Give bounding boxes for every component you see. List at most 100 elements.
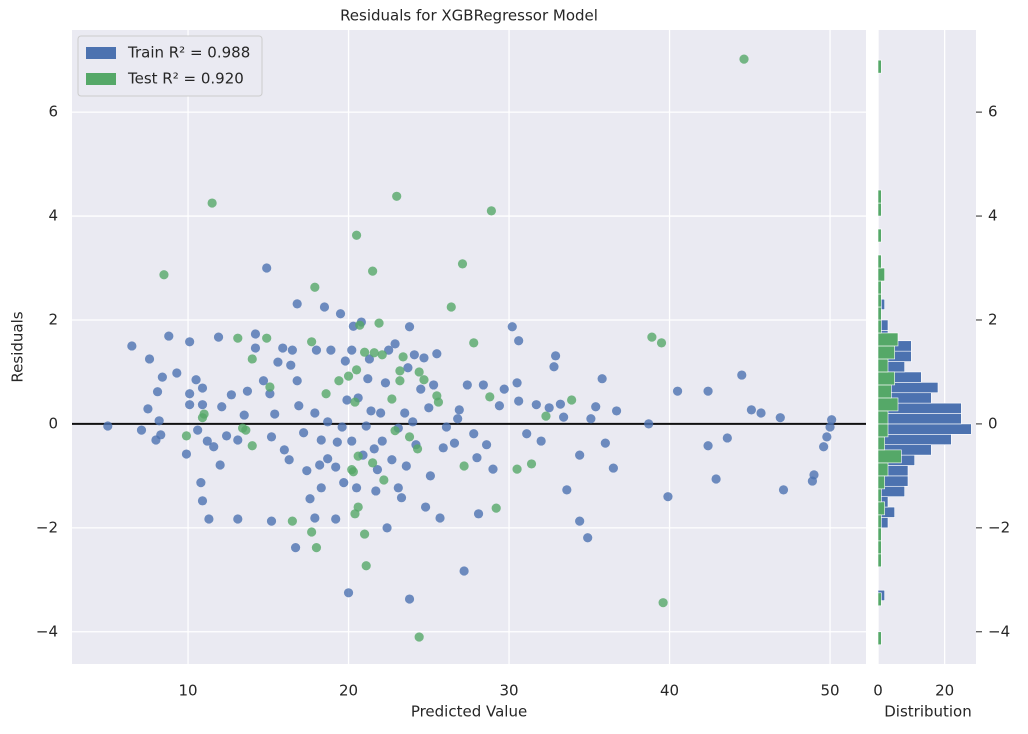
point	[350, 397, 360, 407]
point	[221, 431, 232, 441]
point	[143, 404, 153, 414]
point	[197, 413, 208, 423]
point	[457, 259, 468, 269]
point	[408, 417, 418, 427]
point	[647, 332, 657, 342]
hist-bar	[877, 228, 882, 243]
point	[343, 371, 354, 381]
point	[185, 337, 195, 347]
point	[270, 409, 280, 419]
point	[127, 341, 137, 351]
point	[478, 380, 488, 390]
point	[287, 345, 297, 355]
hist-bar	[877, 488, 882, 503]
point	[368, 266, 378, 276]
hist-bar	[877, 434, 952, 445]
point	[247, 354, 257, 364]
point	[307, 527, 317, 537]
point	[152, 387, 163, 397]
point	[197, 496, 208, 506]
point	[209, 442, 219, 452]
point	[207, 198, 217, 208]
hist-bar	[877, 267, 885, 282]
point	[292, 299, 302, 309]
point	[822, 432, 832, 442]
point	[559, 412, 569, 422]
point	[425, 471, 435, 481]
hist-bar	[877, 436, 885, 451]
point	[233, 435, 243, 445]
point	[265, 382, 275, 392]
point	[544, 403, 554, 413]
point	[347, 345, 357, 355]
point	[555, 399, 566, 409]
hist-bar	[877, 449, 902, 464]
point	[310, 282, 320, 292]
point	[672, 386, 683, 396]
point	[377, 436, 387, 446]
point	[215, 460, 225, 470]
point	[541, 411, 551, 421]
hist-bar	[877, 358, 889, 373]
point	[746, 405, 757, 415]
hist-bar	[877, 540, 882, 555]
point	[319, 302, 330, 312]
point	[398, 352, 408, 362]
point	[307, 337, 317, 347]
point	[339, 478, 349, 488]
point	[311, 542, 322, 553]
hist-bar	[877, 202, 882, 217]
point	[419, 375, 429, 385]
x-axis-label: Predicted Value	[411, 703, 527, 721]
point	[311, 345, 322, 355]
point	[485, 392, 495, 402]
point	[526, 459, 537, 469]
point	[462, 380, 472, 390]
point	[809, 470, 819, 480]
hist-bar	[877, 501, 885, 516]
y2-tick-label: 6	[988, 103, 998, 121]
point	[337, 422, 347, 432]
point	[156, 430, 166, 440]
point	[380, 378, 391, 388]
point	[404, 322, 415, 332]
point	[279, 445, 289, 455]
point	[294, 401, 304, 411]
point	[377, 350, 387, 360]
point	[531, 400, 541, 410]
point	[154, 416, 164, 426]
point	[335, 309, 346, 319]
point	[305, 494, 315, 504]
chart-title: Residuals for XGBRegressor Model	[340, 7, 598, 25]
hist-bar	[877, 371, 895, 386]
point	[299, 428, 309, 438]
point	[583, 533, 593, 543]
point	[597, 374, 607, 384]
y2-tick-label: 0	[988, 414, 998, 432]
point	[591, 402, 601, 412]
point	[361, 421, 371, 431]
legend: Train R² = 0.988 Test R² = 0.920	[77, 35, 263, 97]
point	[233, 333, 243, 343]
point	[756, 408, 766, 418]
point	[265, 389, 275, 399]
y-tick-label: 4	[48, 207, 58, 225]
point	[390, 426, 400, 436]
point	[512, 378, 522, 388]
point	[382, 523, 392, 533]
point	[562, 485, 572, 495]
point	[549, 362, 559, 372]
point	[266, 432, 277, 442]
point	[491, 503, 501, 513]
hist-bar	[877, 592, 882, 607]
point	[273, 357, 283, 367]
point	[266, 516, 277, 526]
point	[656, 338, 667, 348]
point	[711, 474, 721, 484]
point	[453, 414, 463, 424]
point	[331, 514, 341, 524]
point	[315, 460, 325, 470]
point	[359, 347, 370, 357]
point	[392, 191, 402, 201]
point	[658, 598, 668, 608]
